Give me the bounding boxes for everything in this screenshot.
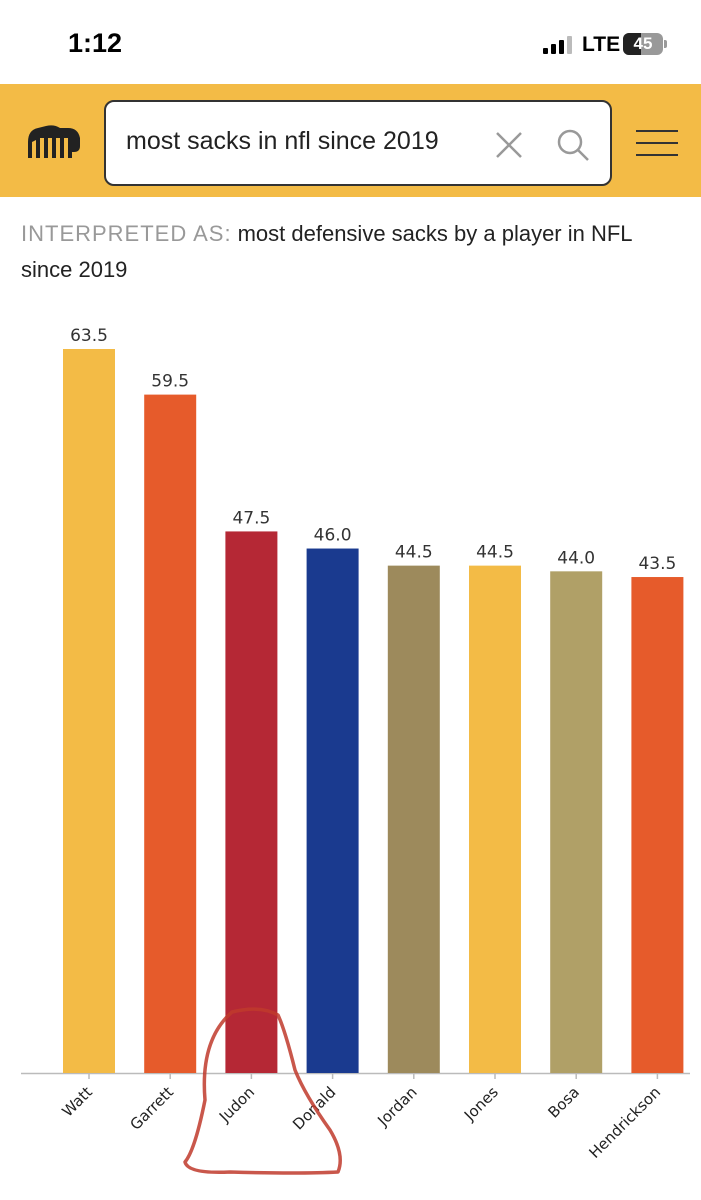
bar-value-label: 63.5 — [70, 326, 108, 346]
status-time: 1:12 — [68, 28, 123, 58]
battery-percent: 45 — [633, 34, 653, 53]
interpretation-text: most defensive sacks by a player in NFL … — [21, 221, 632, 282]
bar-value-label: 44.5 — [476, 543, 514, 563]
status-bar: 1:12 LTE 45 — [0, 0, 701, 84]
search-bar[interactable]: most sacks in nfl since 2019 — [104, 100, 612, 186]
bar-bosa — [550, 571, 603, 1073]
bar-value-label: 46.0 — [314, 526, 352, 546]
search-icon[interactable] — [554, 126, 592, 164]
hamburger-menu-icon[interactable] — [636, 130, 678, 156]
bar-value-label: 44.5 — [395, 543, 433, 563]
battery-cap — [664, 40, 667, 48]
annotation-circle — [183, 1007, 342, 1175]
bar-donald — [306, 548, 359, 1073]
close-icon[interactable] — [494, 130, 524, 160]
bar-value-label: 44.0 — [557, 548, 595, 568]
bar-judon — [225, 531, 278, 1073]
bar-hendrickson — [631, 577, 684, 1073]
bar-value-label: 59.5 — [151, 372, 189, 392]
network-type: LTE — [582, 33, 621, 56]
x-tick-label: Hendrickson — [586, 1083, 665, 1162]
app-header: most sacks in nfl since 2019 — [0, 84, 701, 197]
sacks-bar-chart: 63.5Watt59.5Garrett47.5Judon46.0Donald44… — [21, 326, 690, 1175]
statmuse-logo-icon[interactable] — [24, 122, 86, 162]
search-input[interactable]: most sacks in nfl since 2019 — [126, 127, 439, 155]
x-tick-label: Garrett — [126, 1083, 177, 1134]
x-tick-label: Bosa — [545, 1083, 584, 1122]
bar-garrett — [144, 394, 197, 1073]
x-tick-label: Jordan — [373, 1083, 420, 1130]
bar-jones — [469, 565, 521, 1073]
interpretation-label: INTERPRETED AS: — [21, 221, 232, 246]
cellular-signal-icon — [543, 36, 573, 54]
interpretation: INTERPRETED AS: most defensive sacks by a… — [21, 216, 681, 288]
bar-jordan — [387, 565, 440, 1073]
bar-watt — [63, 349, 115, 1073]
battery-icon: 45 — [623, 33, 663, 55]
battery-fill — [623, 33, 641, 55]
x-tick-label: Jones — [460, 1083, 502, 1125]
bar-value-label: 43.5 — [638, 554, 676, 574]
x-tick-label: Judon — [215, 1083, 258, 1126]
bar-value-label: 47.5 — [232, 508, 270, 528]
x-tick-label: Watt — [58, 1083, 95, 1120]
